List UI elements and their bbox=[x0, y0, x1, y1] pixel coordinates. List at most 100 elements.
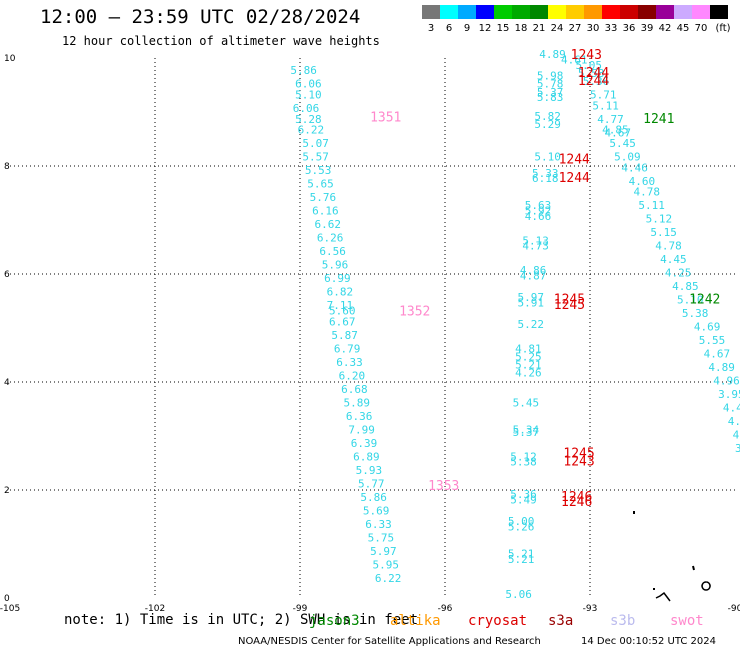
colorbar-swatch bbox=[620, 5, 638, 19]
colorbar-label: 12 bbox=[479, 23, 492, 34]
wave-height-label: 5.87 bbox=[331, 329, 358, 342]
colorbar-swatch bbox=[512, 5, 530, 19]
colorbar-label: 18 bbox=[515, 23, 528, 34]
pass-number-label: 1246 bbox=[561, 490, 592, 505]
colorbar-label: 6 bbox=[446, 23, 452, 34]
colorbar-label: 24 bbox=[551, 23, 564, 34]
wave-height-label: 5.57 bbox=[302, 151, 329, 164]
wave-height-label: 6.39 bbox=[351, 437, 378, 450]
colorbar-label: 36 bbox=[623, 23, 636, 34]
wave-height-label: 5.33 bbox=[532, 167, 559, 180]
wave-height-label: 5.53 bbox=[305, 164, 332, 177]
wave-height-label: 5.95 bbox=[373, 558, 400, 571]
timestamp: 14 Dec 00:10:52 UTC 2024 bbox=[581, 636, 716, 647]
y-tick-label: 0 bbox=[4, 594, 10, 604]
pass-number-label: 1244 bbox=[578, 74, 609, 89]
wave-height-label: 5.91 bbox=[518, 296, 545, 309]
x-tick-label: -93 bbox=[583, 604, 598, 614]
wave-height-label: 6.33 bbox=[365, 518, 392, 531]
wave-height-label: 4.46 bbox=[621, 161, 648, 174]
wave-height-label: 5.97 bbox=[370, 545, 397, 558]
wave-height-label: 4.67 bbox=[605, 126, 632, 139]
wave-height-label: 5.26 bbox=[508, 521, 535, 534]
wave-height-label: 4.85 bbox=[602, 124, 629, 137]
colorbar-label: 30 bbox=[587, 23, 600, 34]
y-tick-label: 4 bbox=[4, 378, 10, 388]
wave-height-label: 5.45 bbox=[513, 396, 540, 409]
y-tick-label: 10 bbox=[4, 54, 16, 64]
wave-height-label: 5.93 bbox=[356, 464, 383, 477]
wave-height-label: 5.21 bbox=[508, 553, 535, 566]
pass-number-label: 1245 bbox=[563, 447, 594, 462]
footer-note: note: 1) Time is in UTC; 2) SWH is in fe… bbox=[64, 612, 419, 628]
colorbar-swatch bbox=[458, 5, 476, 19]
wave-height-label: 5.92 bbox=[525, 205, 552, 218]
wave-height-label: 6.62 bbox=[315, 218, 342, 231]
data-points: 5.866.065.106.065.286.225.075.575.535.65… bbox=[290, 48, 740, 601]
wave-height-label: 4.73 bbox=[522, 240, 549, 253]
wave-height-label: 5.76 bbox=[310, 191, 337, 204]
wave-height-label: 4.81 bbox=[515, 342, 542, 355]
wave-height-label: 5.82 bbox=[534, 110, 561, 123]
wave-height-label: 4.78 bbox=[655, 240, 682, 253]
wave-height-label: 6.89 bbox=[353, 450, 380, 463]
colorbar-swatch bbox=[494, 5, 512, 19]
colorbar-label: 70 bbox=[695, 23, 708, 34]
wave-height-label: 6.67 bbox=[329, 315, 356, 328]
wave-height-label: 5.63 bbox=[525, 199, 552, 212]
x-tick-label: -99 bbox=[293, 604, 308, 614]
wave-height-label: 5.38 bbox=[510, 456, 537, 469]
wave-height-label: 5.69 bbox=[363, 504, 390, 517]
mission-cryosat: cryosat bbox=[468, 613, 528, 629]
pass-number-label: 1241 bbox=[643, 112, 674, 127]
pass-number-label: 1246 bbox=[561, 495, 592, 510]
wave-height-label: 5.29 bbox=[534, 118, 561, 131]
wave-height-label: 4.26 bbox=[515, 367, 542, 380]
pass-labels: 1351135213531243124412441244124412411242… bbox=[370, 48, 720, 510]
wave-height-label: 5.97 bbox=[518, 291, 545, 304]
wave-height-label: 5.98 bbox=[537, 70, 564, 83]
colorbar-label: 9 bbox=[464, 23, 470, 34]
axes: -105 -102 -99 -96 -93 -90 0 2 4 6 8 10 bbox=[0, 54, 740, 614]
wave-height-label: 5.55 bbox=[699, 334, 726, 347]
wave-height-label: 3.95 bbox=[718, 388, 740, 401]
wave-height-label: 5.21 bbox=[515, 359, 542, 372]
colorbar-swatch bbox=[530, 5, 548, 19]
wave-height-label: 3.82 bbox=[735, 442, 740, 455]
wave-height-label: 5.05 bbox=[576, 59, 603, 72]
chart-title: 12:00 – 23:59 UTC 02/28/2024 bbox=[40, 6, 361, 28]
wave-height-label: 5.89 bbox=[344, 396, 371, 409]
colorbar-label: (ft) bbox=[715, 23, 730, 34]
wave-height-label: 4.69 bbox=[694, 321, 721, 334]
wave-height-label: 5.45 bbox=[609, 137, 636, 150]
wave-height-label: 5.38 bbox=[682, 307, 709, 320]
wave-height-label: 5.77 bbox=[358, 477, 385, 490]
wave-height-label: 4.44 bbox=[723, 402, 740, 415]
wave-height-label: 4.19 bbox=[728, 415, 740, 428]
wave-height-label: 5.75 bbox=[368, 531, 395, 544]
mission-s3b: s3b bbox=[610, 613, 636, 629]
wave-height-label: 4.66 bbox=[525, 210, 552, 223]
x-tick-label: -96 bbox=[438, 604, 453, 614]
wave-height-label: 6.20 bbox=[339, 369, 366, 382]
wave-height-label: 4.85 bbox=[672, 280, 699, 293]
x-tick-label: -90 bbox=[728, 604, 740, 614]
wave-height-label: 6.06 bbox=[293, 102, 320, 115]
wave-height-label: 4.25 bbox=[665, 267, 692, 280]
colorbar-swatch bbox=[710, 5, 728, 19]
colorbar-swatch bbox=[692, 5, 710, 19]
colorbar-swatch bbox=[638, 5, 656, 19]
wave-height-label: 6.33 bbox=[336, 356, 363, 369]
mission-altika: altika bbox=[390, 613, 441, 629]
wave-height-label: 4.78 bbox=[634, 186, 661, 199]
wave-height-label: 5.13 bbox=[522, 234, 549, 247]
colorbar-label: 45 bbox=[677, 23, 690, 34]
wave-height-label: 7.11 bbox=[327, 299, 354, 312]
wave-height-label: 5.11 bbox=[592, 99, 619, 112]
y-tick-label: 6 bbox=[4, 270, 10, 280]
pass-number-label: 1245 bbox=[554, 293, 585, 308]
colorbar-swatch bbox=[566, 5, 584, 19]
wave-height-label: 5.71 bbox=[590, 89, 617, 102]
wave-height-label: 5.10 bbox=[677, 294, 704, 307]
